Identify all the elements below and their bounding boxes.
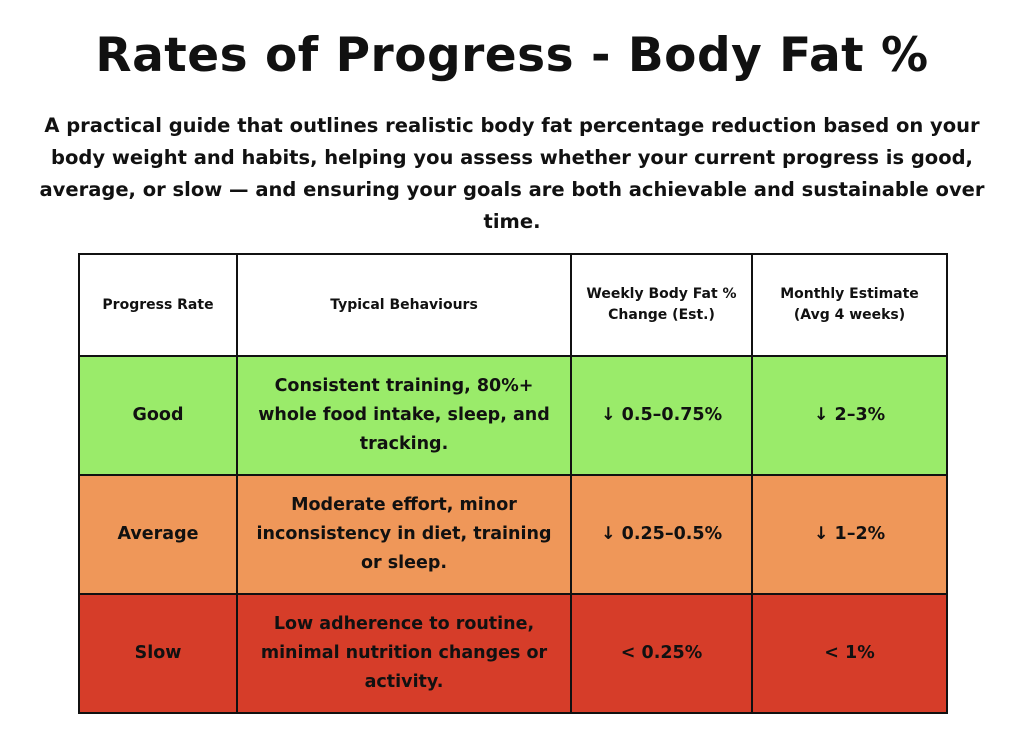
page-title: Rates of Progress - Body Fat %	[95, 28, 929, 83]
header-typical-behaviours: Typical Behaviours	[236, 253, 572, 357]
weekly-change-cell: ↓ 0.25–0.5%	[570, 474, 753, 595]
monthly-estimate-cell: ↓ 2–3%	[751, 355, 948, 476]
behaviours-cell: Low adherence to routine, minimal nutrit…	[236, 593, 572, 714]
table-header-row: Progress Rate Typical Behaviours Weekly …	[78, 253, 948, 357]
monthly-estimate-cell: < 1%	[751, 593, 948, 714]
progress-rate-cell: Slow	[78, 593, 238, 714]
behaviours-text: Consistent training, 80%+ whole food int…	[258, 376, 550, 454]
table-row-average: Average Moderate effort, minor inconsist…	[78, 474, 948, 595]
header-progress-rate: Progress Rate	[78, 253, 238, 357]
weekly-change-cell: < 0.25%	[570, 593, 753, 714]
behaviours-cell: Moderate effort, minor inconsistency in …	[236, 474, 572, 595]
progress-rates-table: Progress Rate Typical Behaviours Weekly …	[78, 253, 948, 714]
page-subtitle: A practical guide that outlines realisti…	[39, 114, 985, 233]
behaviours-cell: Consistent training, 80%+ whole food int…	[236, 355, 572, 476]
header-monthly-estimate: Monthly Estimate (Avg 4 weeks)	[751, 253, 948, 357]
header-weekly-change: Weekly Body Fat % Change (Est.)	[570, 253, 753, 357]
behaviours-text: Low adherence to routine, minimal nutrit…	[260, 614, 548, 692]
progress-rate-cell: Average	[78, 474, 238, 595]
progress-rate-cell: Good	[78, 355, 238, 476]
table-row-good: Good Consistent training, 80%+ whole foo…	[78, 355, 948, 476]
behaviours-text: Moderate effort, minor inconsistency in …	[256, 495, 552, 573]
weekly-change-cell: ↓ 0.5–0.75%	[570, 355, 753, 476]
table-row-slow: Slow Low adherence to routine, minimal n…	[78, 593, 948, 714]
monthly-estimate-cell: ↓ 1–2%	[751, 474, 948, 595]
